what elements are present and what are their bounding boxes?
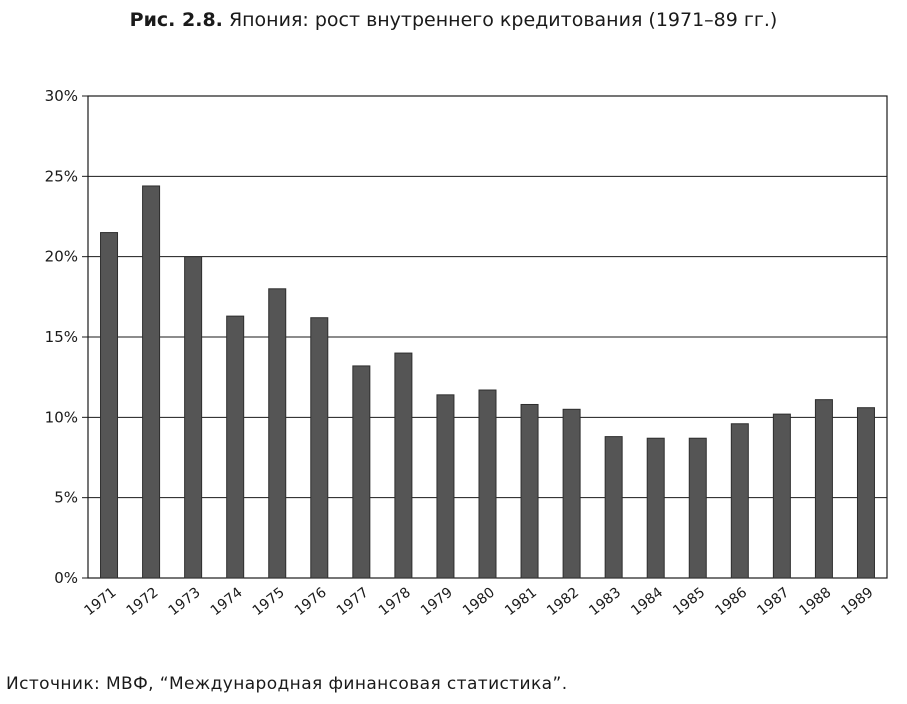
x-tick-label: 1981 — [502, 585, 540, 620]
bar — [730, 423, 749, 579]
x-tick-label: 1986 — [712, 584, 750, 619]
y-tick-label: 0% — [54, 569, 78, 587]
y-tick-label: 15% — [45, 328, 78, 346]
x-tick-label: 1982 — [544, 585, 582, 620]
bar — [604, 436, 623, 579]
x-tick-label: 1980 — [460, 585, 498, 620]
bar — [646, 437, 665, 579]
bar — [772, 413, 791, 579]
y-tick-label: 30% — [45, 87, 78, 105]
x-tick-label: 1978 — [376, 585, 414, 620]
x-tick-label: 1983 — [586, 585, 624, 620]
bar — [100, 232, 119, 579]
x-tick-label: 1985 — [670, 585, 708, 620]
source-note: Источник: МВФ, “Международная финансовая… — [6, 674, 568, 694]
x-tick-label: 1989 — [839, 585, 877, 620]
bar — [856, 407, 875, 579]
figure-label: Рис. 2.8. — [129, 9, 223, 31]
x-tick-label: 1976 — [292, 584, 330, 619]
x-tick-label: 1971 — [82, 585, 120, 620]
y-tick-label: 20% — [45, 248, 78, 266]
x-tick-label: 1987 — [754, 585, 792, 620]
figure-title-text: Япония: рост внутреннего кредитования (1… — [228, 9, 778, 31]
x-tick-label: 1988 — [796, 585, 834, 620]
bar — [562, 408, 581, 579]
x-tick-label: 1972 — [124, 585, 162, 620]
bar — [394, 352, 413, 579]
bar — [478, 389, 497, 579]
bar — [520, 403, 539, 579]
x-tick-label: 1984 — [628, 584, 666, 619]
chart-title: Рис. 2.8. Япония: рост внутреннего креди… — [0, 9, 907, 31]
bar — [142, 185, 161, 579]
y-tick-label: 25% — [45, 167, 78, 185]
bar — [184, 256, 203, 579]
y-tick-label: 10% — [45, 408, 78, 426]
bar — [226, 315, 245, 579]
bar — [436, 394, 455, 579]
x-tick-label: 1975 — [250, 585, 288, 620]
bar — [688, 437, 707, 579]
bar — [352, 365, 371, 579]
x-tick-label: 1973 — [166, 585, 204, 620]
x-tick-label: 1979 — [418, 585, 456, 620]
bar — [814, 399, 833, 579]
x-tick-label: 1974 — [208, 584, 246, 619]
y-tick-label: 5% — [54, 489, 78, 507]
bar — [310, 317, 329, 579]
x-tick-label: 1977 — [334, 585, 372, 620]
bar — [268, 288, 287, 579]
